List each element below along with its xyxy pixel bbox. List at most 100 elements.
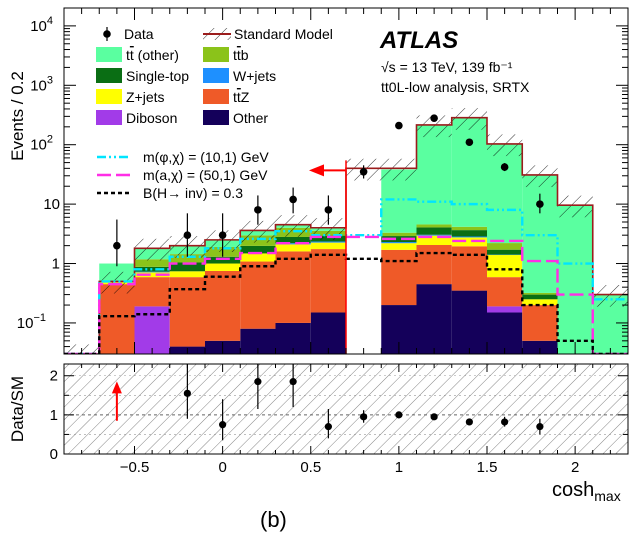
legend-label-suffix: (other)	[134, 47, 179, 63]
legend-label: ttZ	[233, 89, 250, 105]
ratio-uncertainty-band	[592, 364, 628, 454]
stack-bar-w-jets	[451, 236, 487, 238]
x-axis-label: coshmax	[552, 479, 621, 504]
data-point	[430, 114, 438, 122]
uncertainty-band	[99, 271, 135, 294]
uncertainty-band	[240, 220, 276, 243]
stack-bar-ttb	[134, 259, 170, 267]
legend-label-antitop: t	[237, 47, 241, 63]
stack-bar-w-jets	[310, 241, 346, 243]
y-tick-exponent: 3	[47, 74, 53, 86]
legend-swatch	[203, 110, 229, 125]
uncertainty-band	[381, 158, 417, 181]
legend-data-label: Data	[124, 26, 154, 42]
x-tick-label: 1.5	[477, 459, 498, 476]
stack-bar-single-top	[451, 230, 487, 237]
data-point	[359, 167, 368, 176]
legend-label: Z+jets	[126, 89, 165, 105]
ratio-point	[501, 418, 509, 426]
stack-bar-single-top	[381, 236, 417, 243]
stack-bar-other	[310, 312, 346, 354]
legend-label-suffix: Z	[241, 89, 250, 105]
ratio-point	[219, 421, 227, 429]
ratio-y-axis-label: Data/SM	[8, 376, 27, 442]
stack-bar-other	[487, 312, 523, 354]
ratio-point	[465, 418, 473, 426]
ratio-uncertainty-band	[451, 364, 487, 454]
stack-bar-z-jets	[169, 271, 205, 278]
x-tick-label: 0	[218, 459, 226, 476]
legend-swatch	[203, 47, 229, 62]
y-tick-exponent: −1	[33, 312, 46, 324]
stack-bar-ttz	[310, 249, 346, 313]
stack-bar-z-jets	[205, 263, 241, 271]
y-tick-label: 10	[43, 196, 60, 213]
stack-bar-ttb	[416, 224, 452, 228]
stack-bar-single-top	[522, 294, 558, 300]
legend-signal-label: m(a,χ) = (50,1) GeV	[143, 167, 268, 183]
stack-bar-single-top	[169, 262, 205, 272]
stack-bar-ttz	[275, 251, 311, 323]
legend-label-antitop: t	[130, 47, 134, 63]
stack-bar-z-jets	[134, 272, 170, 278]
legend-swatch	[96, 47, 122, 62]
stack-bar-tt-other-	[487, 144, 523, 244]
legend-label: tt (other)	[126, 47, 179, 63]
ratio-uncertainty-band	[346, 364, 382, 454]
stack-bar-ttz	[134, 277, 170, 307]
y-tick-exponent: 4	[47, 15, 53, 27]
uncertainty-band	[522, 165, 558, 188]
uncertainty-band	[451, 108, 487, 130]
stack-bar-z-jets	[310, 242, 346, 250]
stack-bar-ttb	[487, 243, 523, 250]
y-tick-label: 104	[30, 15, 53, 35]
stack-bar-single-top	[275, 236, 311, 244]
y-tick-exponent: 2	[47, 134, 53, 146]
uncertainty-band	[557, 195, 593, 218]
cut-arrow-head	[309, 164, 324, 177]
y-tick-label: 10−1	[17, 312, 46, 332]
ratio-uncertainty-band	[487, 364, 523, 454]
ratio-uncertainty-band	[64, 364, 100, 454]
y-tick-label: 102	[30, 134, 53, 154]
stack-bar-w-jets	[275, 243, 311, 245]
stack-bar-other	[522, 340, 558, 354]
legend-label: Other	[233, 110, 268, 126]
x-tick-label: 2	[571, 459, 579, 476]
stack-bar-ttb	[169, 254, 205, 263]
y-tick-label: 1	[52, 256, 60, 273]
ratio-y-tick-label: 2	[50, 368, 58, 385]
stack-bar-ttb	[381, 232, 417, 237]
ratio-point	[536, 423, 544, 431]
stack-bar-z-jets	[522, 299, 558, 306]
ratio-point	[183, 389, 191, 397]
stack-bar-w-jets	[416, 234, 452, 236]
stack-bar-ttz	[240, 261, 276, 329]
ratio-point	[360, 413, 368, 421]
ratio-plot-area	[64, 364, 628, 454]
uncertainty-band	[592, 285, 628, 307]
analysis-label: tt0L-low analysis, SRTX	[381, 79, 530, 95]
data-point	[113, 241, 121, 250]
data-point	[183, 231, 192, 239]
uncertainty-band	[416, 115, 452, 138]
ratio-uncertainty-band	[522, 364, 558, 454]
stack-bar-other	[451, 290, 487, 354]
data-point	[536, 200, 544, 208]
signal-line	[64, 235, 628, 354]
y-axis-label: Events / 0.2	[8, 71, 27, 161]
ratio-point	[395, 411, 403, 419]
ratio-y-tick-label: 0	[50, 446, 58, 463]
stack-bar-ttz	[416, 245, 452, 285]
data-point	[395, 121, 403, 130]
stack-bar-tt-other-	[451, 117, 487, 227]
legend-label: ttb	[233, 47, 249, 63]
energy-label: √s = 13 TeV, 139 fb⁻¹	[381, 59, 513, 75]
data-point	[324, 206, 333, 214]
ratio-y-tick-label: 1	[50, 407, 58, 424]
stack-bar-tt-other-	[557, 205, 593, 354]
stack-bar-ttb	[522, 292, 558, 295]
stack-bar-w-jets	[381, 242, 417, 244]
ratio-point	[324, 423, 332, 431]
